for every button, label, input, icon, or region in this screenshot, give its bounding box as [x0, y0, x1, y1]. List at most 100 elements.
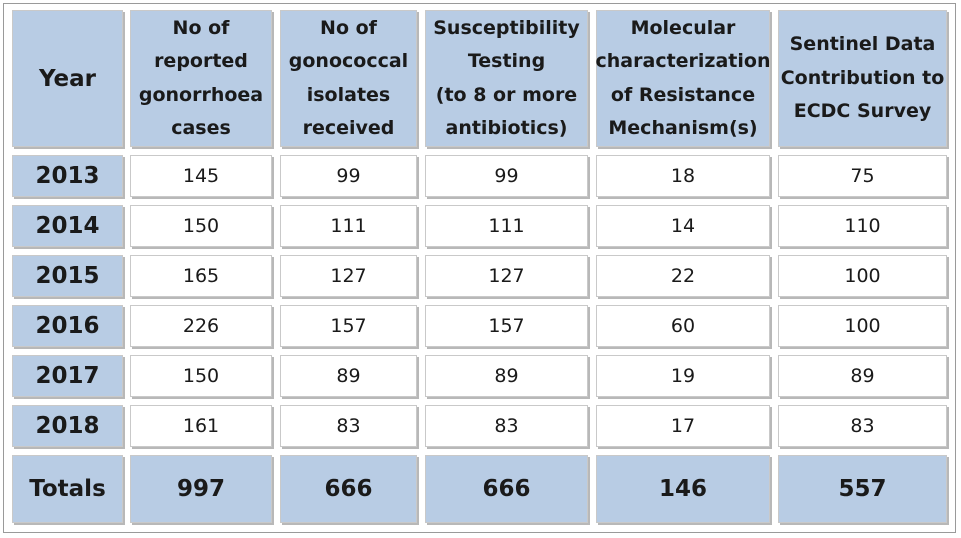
- total-value: 146: [658, 476, 707, 502]
- value-cell: 83: [778, 405, 947, 447]
- header-molecular-characterization: Molecular characterization of Resistance…: [595, 10, 771, 147]
- value-cell: 89: [425, 355, 588, 397]
- value-text: 99: [336, 165, 361, 187]
- value-cell: 17: [596, 405, 770, 447]
- header-line: Molecular: [630, 16, 736, 39]
- value-text: 100: [844, 315, 881, 337]
- value-cell: 14: [596, 205, 770, 247]
- value-text: 14: [670, 215, 696, 237]
- value-cell: 150: [130, 205, 272, 247]
- value-text: 100: [844, 265, 881, 287]
- value-text: 157: [330, 315, 367, 337]
- header-reported-cases: No of reported gonorrhoea cases: [130, 10, 272, 147]
- year-cell: 2015: [12, 255, 123, 297]
- value-cell: 83: [280, 405, 417, 447]
- year-label: 2015: [35, 263, 100, 289]
- year-label: 2017: [35, 363, 100, 389]
- value-cell: 157: [280, 305, 417, 347]
- total-value: 666: [482, 476, 531, 502]
- value-text: 161: [182, 415, 220, 437]
- header-line: Mechanism(s): [608, 117, 758, 139]
- value-text: 17: [670, 415, 696, 437]
- header-susceptibility-testing: Susceptibility Testing (to 8 or more ant…: [425, 10, 588, 147]
- value-cell: 83: [425, 405, 588, 447]
- year-cell: 2013: [12, 155, 123, 197]
- value-cell: 150: [130, 355, 272, 397]
- value-cell: 100: [778, 255, 947, 297]
- header-line: received: [302, 117, 395, 139]
- header-line: isolates: [306, 83, 391, 106]
- value-cell: 145: [130, 155, 272, 197]
- value-cell: 110: [778, 205, 947, 247]
- value-text: 18: [670, 165, 696, 187]
- value-cell: 127: [280, 255, 417, 297]
- header-year: Year: [12, 10, 123, 147]
- year-label: 2016: [35, 313, 100, 339]
- year-cell: 2016: [12, 305, 123, 347]
- value-text: 127: [488, 265, 525, 287]
- header-line: Testing: [467, 50, 546, 72]
- year-label: 2018: [35, 413, 100, 439]
- value-text: 22: [670, 265, 696, 287]
- year-label: 2014: [35, 213, 100, 239]
- header-line: Susceptibility: [433, 16, 580, 39]
- value-cell: 99: [280, 155, 417, 197]
- header-line: No of: [320, 16, 377, 39]
- value-text: 165: [182, 265, 220, 287]
- value-cell: 111: [280, 205, 417, 247]
- value-cell: 100: [778, 305, 947, 347]
- value-text: 83: [850, 415, 875, 437]
- value-text: 99: [494, 165, 519, 187]
- header-year-label: Year: [38, 65, 96, 92]
- value-cell: 161: [130, 405, 272, 447]
- year-cell: 2017: [12, 355, 123, 397]
- total-cell: 666: [280, 455, 417, 523]
- header-line: (to 8 or more: [435, 83, 578, 106]
- header-line: gonorrhoea: [138, 83, 264, 106]
- value-cell: 89: [778, 355, 947, 397]
- header-line: cases: [171, 117, 231, 139]
- value-cell: 60: [596, 305, 770, 347]
- value-text: 127: [330, 265, 367, 287]
- header-line: of Resistance: [610, 83, 756, 106]
- header-line: Sentinel Data: [789, 33, 936, 56]
- value-text: 89: [336, 365, 361, 387]
- year-cell: 2014: [12, 205, 123, 247]
- header-line: characterization: [595, 50, 771, 72]
- value-text: 60: [670, 315, 696, 337]
- total-value: 557: [838, 476, 887, 502]
- value-cell: 89: [280, 355, 417, 397]
- totals-label-cell: Totals: [12, 455, 123, 523]
- header-line: No of: [172, 16, 230, 39]
- value-text: 150: [182, 215, 220, 237]
- totals-label: Totals: [29, 476, 106, 502]
- value-cell: 226: [130, 305, 272, 347]
- value-text: 226: [182, 315, 220, 337]
- value-text: 157: [488, 315, 525, 337]
- value-text: 111: [330, 215, 367, 237]
- value-text: 89: [494, 365, 519, 387]
- value-cell: 75: [778, 155, 947, 197]
- value-text: 110: [844, 215, 881, 237]
- value-text: 75: [850, 165, 875, 187]
- value-cell: 165: [130, 255, 272, 297]
- value-text: 19: [670, 365, 696, 387]
- value-cell: 99: [425, 155, 588, 197]
- total-cell: 146: [596, 455, 770, 523]
- header-line: Contribution to: [780, 66, 945, 89]
- header-isolates-received: No of gonococcal isolates received: [280, 10, 417, 147]
- value-cell: 19: [596, 355, 770, 397]
- value-text: 83: [336, 415, 361, 437]
- total-cell: 997: [130, 455, 272, 523]
- header-sentinel-data: Sentinel Data Contribution to ECDC Surve…: [778, 10, 947, 147]
- header-line: reported: [154, 50, 248, 72]
- value-text: 83: [494, 415, 519, 437]
- value-cell: 127: [425, 255, 588, 297]
- header-line: antibiotics): [445, 117, 568, 139]
- total-cell: 666: [425, 455, 588, 523]
- value-cell: 111: [425, 205, 588, 247]
- value-text: 150: [182, 365, 220, 387]
- total-value: 666: [324, 476, 373, 502]
- value-cell: 157: [425, 305, 588, 347]
- value-text: 111: [488, 215, 525, 237]
